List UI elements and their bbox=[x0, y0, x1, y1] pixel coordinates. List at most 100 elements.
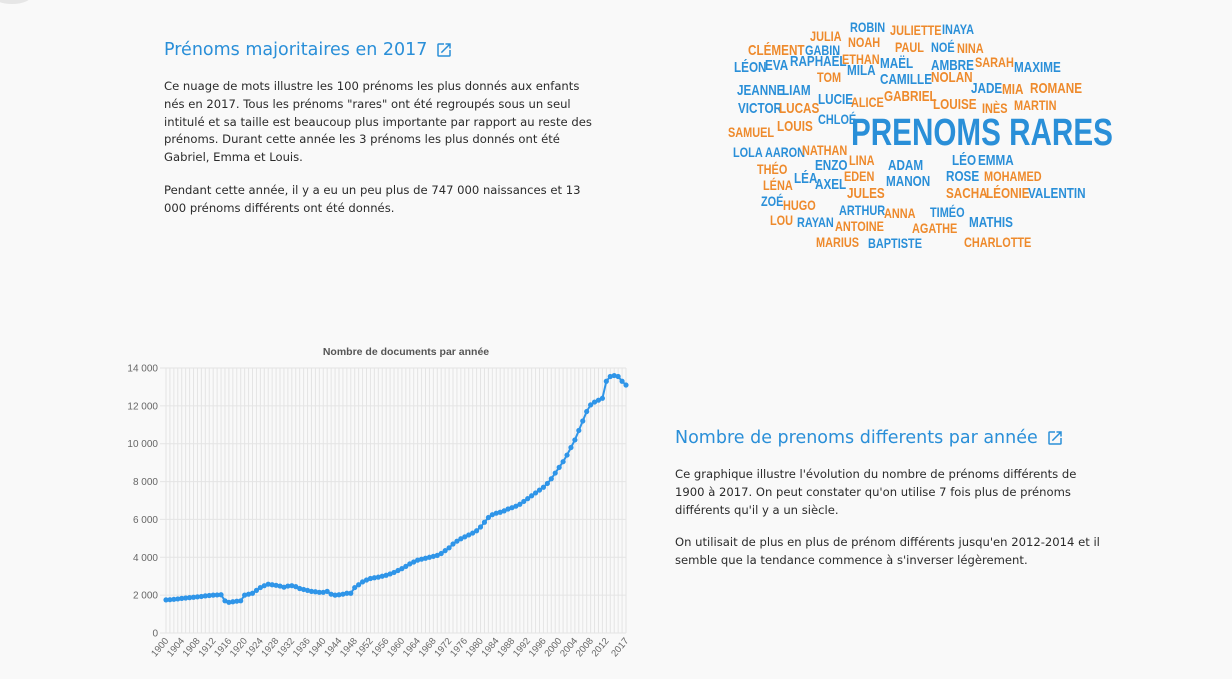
section1-paragraph-1: Ce nuage de mots illustre les 100 prénom… bbox=[164, 79, 592, 165]
data-point bbox=[584, 408, 590, 415]
data-point bbox=[316, 589, 322, 595]
data-point bbox=[186, 595, 193, 601]
word-cloud-word: JULIETTE bbox=[890, 22, 942, 38]
word-cloud-word: NATHAN bbox=[802, 142, 848, 158]
data-point bbox=[194, 594, 201, 600]
word-cloud-word: CLÉMENT bbox=[748, 42, 805, 59]
data-point bbox=[383, 572, 389, 578]
word-cloud-word: LÉA bbox=[794, 170, 818, 187]
word-cloud-word: PAUL bbox=[895, 39, 924, 55]
data-point bbox=[281, 584, 287, 590]
word-cloud-word: LÉON bbox=[734, 59, 767, 76]
word-cloud-word: EVA bbox=[765, 57, 789, 74]
word-cloud-word: INAYA bbox=[942, 21, 974, 37]
word-cloud-word: NOÉ bbox=[931, 39, 955, 55]
data-point bbox=[466, 532, 472, 538]
data-point bbox=[415, 557, 421, 563]
data-point bbox=[603, 378, 609, 384]
word-cloud: ROBIN JULIA JULIETTE INAYA NOAH CLÉMENT GABIN P… bbox=[720, 10, 1113, 260]
word-cloud-word: TOM bbox=[817, 69, 842, 85]
external-link-icon[interactable] bbox=[1046, 429, 1064, 447]
word-cloud-word: TIMÉO bbox=[930, 204, 965, 220]
word-cloud-word: AXEL bbox=[815, 176, 847, 193]
data-point bbox=[332, 592, 338, 598]
y-tick-label: 2 000 bbox=[133, 591, 158, 602]
data-point bbox=[438, 550, 444, 557]
external-link-icon[interactable] bbox=[435, 41, 453, 59]
data-point bbox=[623, 382, 629, 388]
data-point bbox=[532, 490, 539, 496]
data-point bbox=[399, 566, 405, 572]
data-point bbox=[536, 487, 543, 493]
x-tick-label: 2012 bbox=[590, 636, 612, 659]
word-cloud-word: ROBIN bbox=[850, 19, 886, 35]
data-point bbox=[595, 397, 602, 403]
data-point bbox=[529, 493, 535, 499]
data-point bbox=[214, 592, 220, 598]
word-cloud-word: ZOÉ bbox=[761, 193, 784, 209]
data-point bbox=[446, 545, 452, 551]
series-line bbox=[165, 374, 627, 604]
data-point bbox=[418, 556, 425, 562]
data-point bbox=[210, 592, 216, 598]
word-cloud-word: AARON bbox=[765, 144, 806, 160]
data-point bbox=[477, 524, 484, 530]
data-point bbox=[367, 575, 374, 582]
word-cloud-word: BAPTISTE bbox=[868, 235, 923, 251]
word-cloud-word: JULIA bbox=[810, 28, 842, 44]
data-point bbox=[352, 584, 358, 591]
data-point bbox=[245, 591, 252, 597]
section2-paragraph-1: Ce graphique illustre l'évolution du nom… bbox=[675, 467, 1077, 517]
data-point bbox=[615, 373, 621, 380]
data-point bbox=[525, 496, 531, 502]
data-point bbox=[599, 395, 606, 401]
data-point bbox=[619, 378, 625, 384]
word-cloud-word: CHARLOTTE bbox=[964, 234, 1032, 250]
data-point bbox=[269, 582, 275, 588]
data-point bbox=[564, 452, 570, 458]
word-cloud-word: JULES bbox=[847, 185, 885, 202]
data-point bbox=[493, 510, 499, 516]
data-point bbox=[572, 437, 578, 443]
data-point bbox=[301, 586, 307, 593]
data-point bbox=[324, 588, 330, 594]
data-point bbox=[183, 595, 189, 601]
data-point bbox=[568, 444, 574, 451]
y-tick-label: 14 000 bbox=[127, 364, 158, 375]
data-point bbox=[356, 582, 362, 588]
data-point bbox=[371, 575, 377, 581]
data-point bbox=[285, 583, 291, 589]
data-point bbox=[552, 470, 558, 476]
data-point bbox=[505, 506, 511, 512]
data-point bbox=[387, 571, 393, 577]
word-cloud-word: MARIUS bbox=[816, 234, 860, 250]
data-point bbox=[179, 595, 185, 601]
word-cloud-word: SARAH bbox=[975, 54, 1014, 70]
data-point bbox=[430, 553, 436, 559]
data-point bbox=[238, 598, 244, 604]
data-point bbox=[470, 530, 476, 536]
y-tick-label: 4 000 bbox=[133, 553, 158, 564]
word-cloud-word: ADAM bbox=[888, 157, 924, 174]
word-cloud-word: MAXIME bbox=[1014, 59, 1061, 76]
section2-paragraph-2: On utilisait de plus en plus de prénom d… bbox=[675, 535, 1100, 567]
section2-title: Nombre de prenoms differents par année bbox=[675, 428, 1064, 448]
word-cloud-word: LOUISE bbox=[933, 96, 977, 113]
data-point bbox=[163, 597, 169, 603]
word-cloud-word: AMBRE bbox=[931, 57, 974, 74]
word-cloud-word: MARTIN bbox=[1014, 97, 1057, 113]
word-cloud-word: ROMANE bbox=[1030, 80, 1083, 97]
word-cloud-word: ANTOINE bbox=[835, 218, 884, 234]
word-cloud-word: THÉO bbox=[757, 161, 788, 177]
word-cloud-word: MOHAMED bbox=[984, 168, 1042, 184]
word-cloud-word: ARTHUR bbox=[839, 202, 886, 218]
data-point bbox=[391, 569, 397, 576]
data-point bbox=[548, 476, 554, 482]
data-point bbox=[312, 589, 319, 595]
word-cloud-word: MIA bbox=[1002, 81, 1024, 98]
word-cloud-word: LÉNA bbox=[763, 177, 793, 193]
word-cloud-word: LOLA bbox=[733, 144, 763, 160]
data-point bbox=[277, 583, 283, 589]
data-point bbox=[540, 484, 547, 490]
y-tick-label: 8 000 bbox=[133, 477, 158, 488]
